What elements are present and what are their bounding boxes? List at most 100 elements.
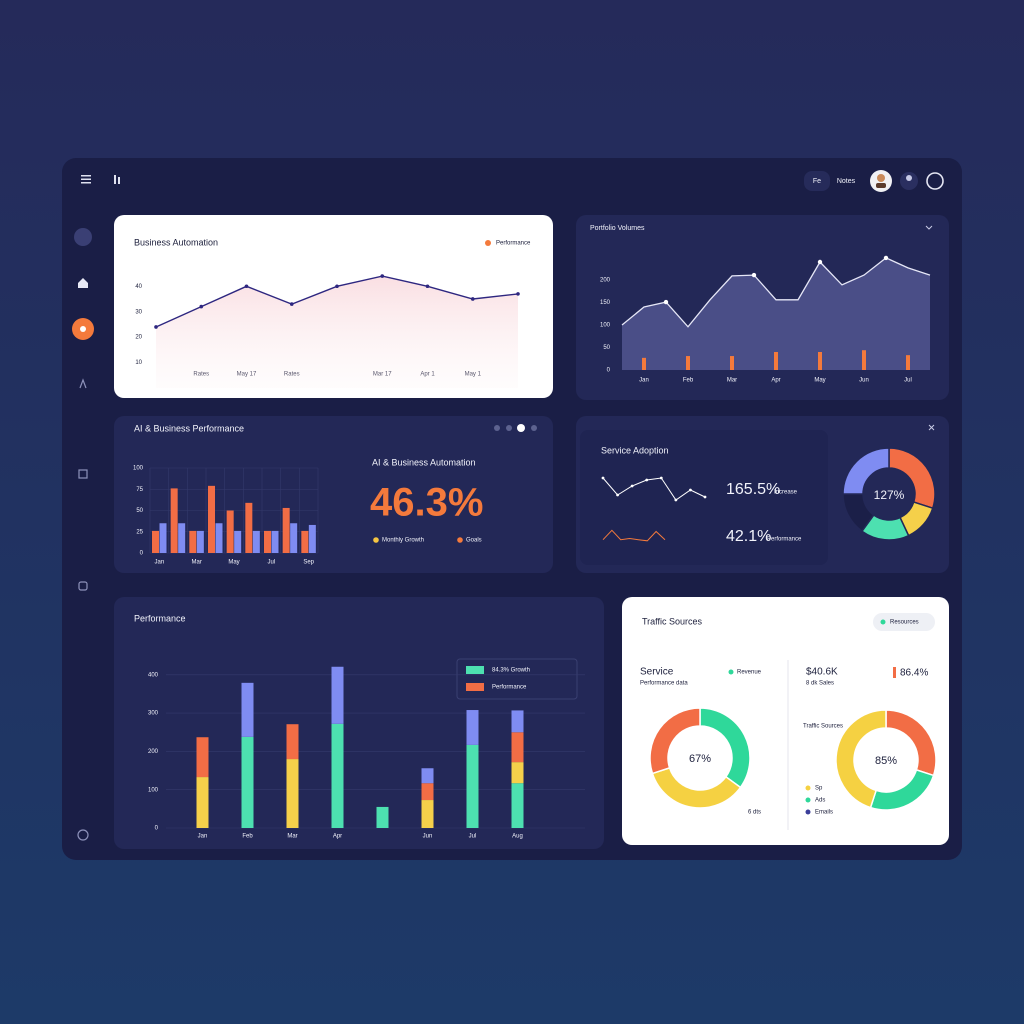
bar xyxy=(774,352,778,370)
legend-label: Performance xyxy=(496,241,531,247)
legend-swatch xyxy=(805,785,811,791)
bar xyxy=(271,530,279,553)
menu-icon[interactable] xyxy=(81,175,91,177)
bar xyxy=(290,523,298,553)
point xyxy=(335,284,339,289)
y-tick-label: 100 xyxy=(600,323,611,329)
bar-segment xyxy=(376,806,389,828)
x-tick-label: Aug xyxy=(512,834,523,840)
legend-label: 84.3% Growth xyxy=(492,668,530,674)
bar xyxy=(252,530,260,553)
area-fill xyxy=(622,257,930,370)
pager-dot[interactable] xyxy=(494,425,500,431)
card-title: Service Adoption xyxy=(601,445,669,455)
legend-swatch xyxy=(805,797,811,803)
y-tick-label: 100 xyxy=(148,787,159,793)
note: 6 dts xyxy=(748,810,761,816)
legend-label: Emails xyxy=(815,810,833,816)
y-tick-label: 150 xyxy=(600,300,611,306)
legend-swatch xyxy=(466,683,484,691)
bar xyxy=(196,530,204,553)
bar-segment xyxy=(511,762,524,784)
kpi-value: 46.3% xyxy=(370,481,483,525)
x-tick-label: Jul xyxy=(904,378,912,384)
bar xyxy=(906,355,910,370)
filter-label: Resources xyxy=(890,620,919,626)
point xyxy=(659,476,663,480)
nav-icon[interactable] xyxy=(78,469,88,479)
bar-segment xyxy=(511,783,524,828)
settings-icon[interactable] xyxy=(926,172,944,190)
bar xyxy=(215,523,223,553)
point xyxy=(380,274,385,278)
point xyxy=(616,493,619,497)
donut-center: 127% xyxy=(874,488,905,502)
point xyxy=(630,484,634,488)
point xyxy=(703,495,707,499)
bar-segment xyxy=(241,682,254,737)
y-tick-label: 200 xyxy=(148,749,159,755)
legend-label: Monthly Growth xyxy=(382,538,424,544)
dropdown-icon[interactable] xyxy=(925,225,933,230)
x-tick-label: Jan xyxy=(198,834,208,840)
donut-center: 85% xyxy=(875,755,897,767)
x-tick-label: Jul xyxy=(469,834,477,840)
legend-swatch xyxy=(457,537,463,543)
y-tick-label: 200 xyxy=(600,278,611,284)
nav-logout[interactable] xyxy=(77,829,89,841)
bar xyxy=(642,357,646,370)
top-link[interactable]: Notes xyxy=(837,178,856,185)
x-tick-label: Apr xyxy=(333,834,342,840)
x-tick-label: Mar xyxy=(191,560,201,566)
point xyxy=(689,488,692,492)
x-tick-label: May xyxy=(228,560,239,566)
area-line xyxy=(621,257,931,328)
card xyxy=(622,597,949,845)
bar-segment xyxy=(511,710,524,733)
nav-icon[interactable] xyxy=(78,581,88,591)
user-icon-head xyxy=(906,175,912,181)
filter-button[interactable] xyxy=(873,613,935,631)
y-tick-label: 50 xyxy=(603,345,610,351)
nav-profile[interactable] xyxy=(74,228,92,246)
close-icon[interactable] xyxy=(928,424,935,431)
logo xyxy=(118,177,120,184)
pager-dot[interactable] xyxy=(531,425,537,431)
x-tick-label: Mar xyxy=(287,834,297,840)
y-tick-label: 50 xyxy=(136,508,143,514)
pager-dot[interactable] xyxy=(506,425,512,431)
bar-segment xyxy=(466,710,479,745)
legend-label: Performance xyxy=(492,685,527,691)
point xyxy=(244,284,249,289)
caption: Traffic Sources xyxy=(803,724,843,730)
bar-segment xyxy=(421,783,434,801)
top-bar: Fe Notes xyxy=(81,170,944,192)
y-tick-label: 0 xyxy=(140,551,144,557)
pager-dot-active[interactable] xyxy=(517,424,525,432)
bar xyxy=(301,530,309,553)
bar xyxy=(264,530,271,553)
section-title: $40.6K xyxy=(806,667,838,678)
point xyxy=(516,292,520,296)
top-button-label: Fe xyxy=(813,178,821,185)
x-tick-label: Jan xyxy=(154,560,164,566)
card-title: Performance xyxy=(134,613,186,623)
bar-segment xyxy=(241,736,254,828)
bar xyxy=(178,523,186,553)
y-tick-label: 25 xyxy=(136,529,143,535)
nav-home[interactable] xyxy=(78,278,88,288)
card xyxy=(114,597,604,849)
nav-icon[interactable] xyxy=(79,378,87,389)
peak-point xyxy=(663,299,669,305)
x-tick-label: Sep xyxy=(303,560,314,566)
bar xyxy=(226,510,234,553)
section-subtitle: 8 dk Sales xyxy=(806,681,834,687)
bar xyxy=(818,352,822,370)
point xyxy=(199,304,204,309)
point xyxy=(470,297,475,301)
bar-segment xyxy=(421,800,434,828)
legend-swatch xyxy=(805,809,811,815)
legend-label: Goals xyxy=(466,538,482,544)
top-button[interactable] xyxy=(804,171,830,191)
